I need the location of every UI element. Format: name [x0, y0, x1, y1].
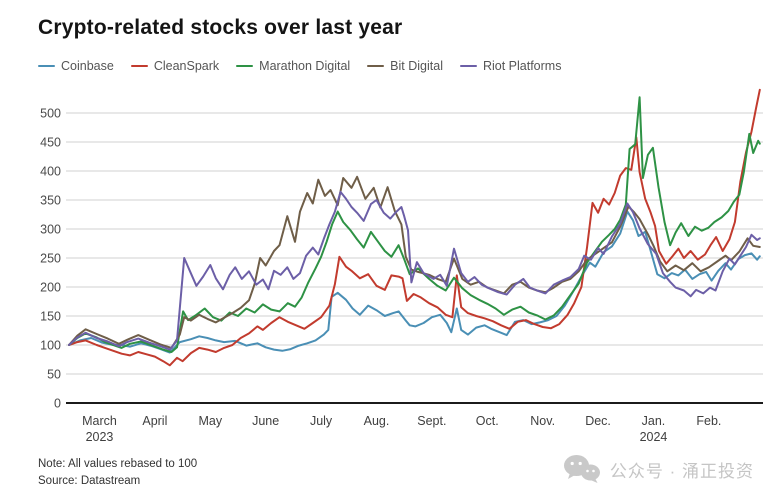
y-axis-tick-label: 200 — [40, 281, 61, 295]
chart-legend: Coinbase CleanSpark Marathon Digital Bit Di… — [38, 59, 561, 73]
y-axis-tick-label: 300 — [40, 223, 61, 237]
x-axis-month-label: June — [252, 414, 279, 428]
x-axis-month-label: Nov. — [530, 414, 555, 428]
x-axis-month-label: Dec. — [585, 414, 611, 428]
x-axis-month-label: July — [310, 414, 333, 428]
note-text: Note: All values rebased to 100 — [38, 458, 198, 470]
chart-footnotes: Note: All values rebased to 100 Source: … — [38, 456, 197, 490]
legend-item-2: Marathon Digital — [236, 59, 350, 73]
series-line-coinbase — [68, 210, 761, 354]
y-axis-tick-label: 500 — [40, 107, 61, 121]
x-axis-month-label: Sept. — [417, 414, 446, 428]
legend-line-swatch — [130, 64, 148, 68]
series-line-marathon-digital — [68, 96, 761, 353]
watermark-text: 公众号 · 涌正投资 — [609, 461, 754, 481]
y-axis-tick-label: 450 — [40, 136, 61, 150]
legend-label: Coinbase — [61, 59, 114, 73]
legend-line-swatch — [38, 64, 55, 68]
legend-label: CleanSpark — [153, 59, 220, 73]
legend-item-4: Riot Platforms — [459, 59, 562, 73]
y-axis-tick-label: 150 — [40, 310, 61, 324]
series-line-cleanspark — [68, 88, 761, 367]
x-axis-month-label: April — [142, 414, 167, 428]
source-text: Source: Datastream — [38, 475, 141, 487]
y-axis-tick-label: 350 — [40, 194, 61, 208]
legend-label: Riot Platforms — [482, 59, 562, 73]
y-axis-tick-label: 50 — [47, 368, 61, 382]
legend-line-swatch — [459, 64, 477, 68]
legend-item-3: Bit Digital — [367, 59, 443, 73]
page-title: Crypto-related stocks over last year — [38, 16, 403, 39]
legend-label: Marathon Digital — [259, 59, 351, 73]
x-axis-month-label: Aug. — [364, 414, 390, 428]
series-line-riot-platforms — [68, 190, 761, 351]
y-axis-tick-label: 0 — [54, 397, 61, 411]
x-axis-month-label: Oct. — [476, 414, 499, 428]
legend-item-0: Coinbase — [38, 59, 114, 73]
x-axis-month-label: Jan. — [642, 414, 666, 428]
legend-label: Bit Digital — [390, 59, 443, 73]
x-axis-year-label: 2023 — [86, 430, 114, 444]
x-axis-year-label: 2024 — [640, 430, 668, 444]
x-axis-month-label: May — [198, 414, 222, 428]
legend-line-swatch — [367, 64, 385, 68]
legend-line-swatch — [236, 64, 254, 68]
watermark: 公众号 · 涌正投资 — [563, 454, 754, 484]
x-axis-month-label: March — [82, 414, 117, 428]
x-axis-month-label: Feb. — [696, 414, 721, 428]
y-axis-tick-label: 100 — [40, 339, 61, 353]
y-axis-tick-label: 250 — [40, 252, 61, 266]
y-axis-tick-label: 400 — [40, 165, 61, 179]
series-line-bit-digital — [68, 175, 761, 349]
wechat-icon — [563, 455, 600, 483]
legend-item-1: CleanSpark — [130, 59, 220, 73]
